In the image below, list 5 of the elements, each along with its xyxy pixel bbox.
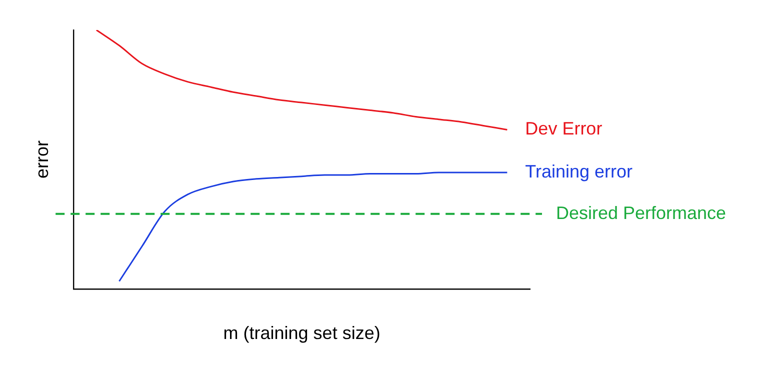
x-axis-title: m (training set size) [223,323,380,344]
ref-line-label: Desired Performance [556,202,726,223]
y-axis-title: error [32,140,52,179]
series-label: Dev Error [525,118,602,139]
series-label: Training error [525,161,633,182]
